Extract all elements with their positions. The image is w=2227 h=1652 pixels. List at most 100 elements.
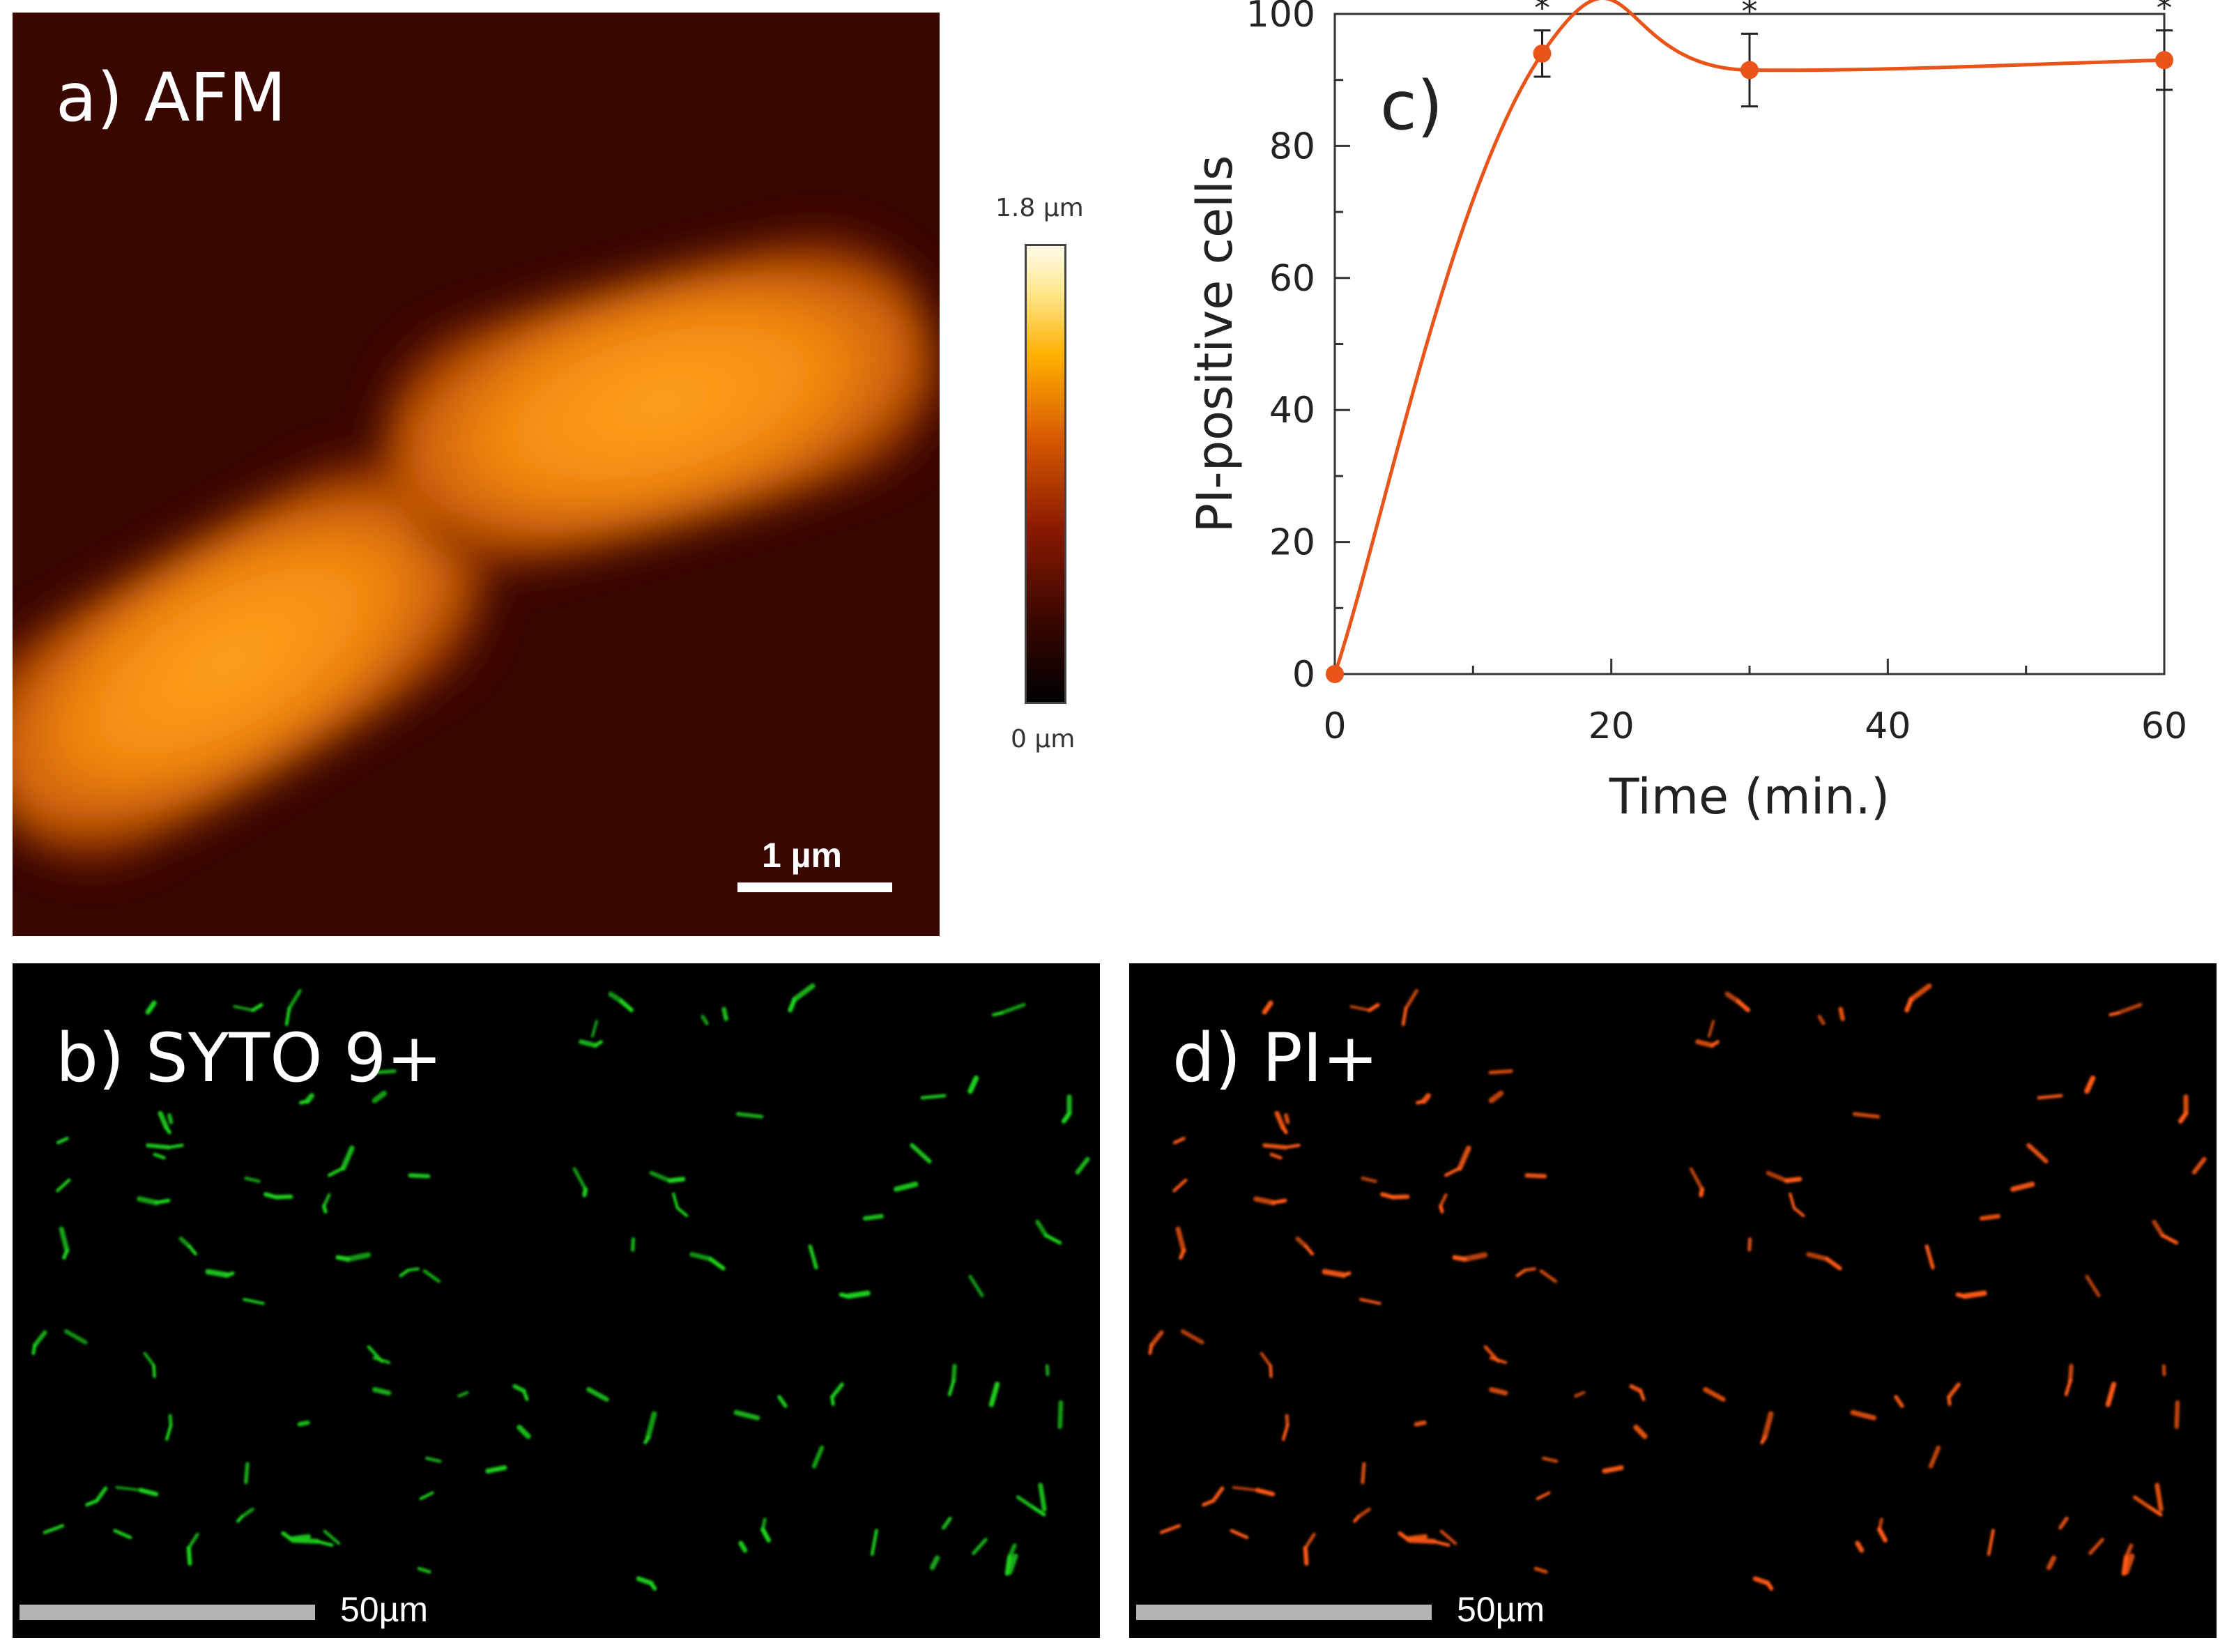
stained-cell (1633, 1424, 1648, 1439)
stained-cell (645, 1411, 657, 1441)
stained-cell (811, 1445, 825, 1469)
stained-cell (2068, 1363, 2074, 1383)
stained-cell (1303, 1244, 1315, 1256)
stained-cell (992, 1011, 1004, 1017)
stained-cell (167, 1143, 184, 1149)
stained-cell (1361, 1462, 1366, 1485)
height-colorbar (1025, 244, 1066, 704)
stained-cell (947, 1379, 956, 1396)
stained-cell (1904, 997, 1914, 1013)
stained-cell (2155, 1483, 2164, 1512)
stained-cell (2191, 1156, 2207, 1175)
stained-cell (284, 1007, 291, 1026)
stained-cell (1961, 1290, 1987, 1299)
stained-cell (1262, 1143, 1288, 1149)
y-tick-label: 0 (1292, 654, 1315, 696)
stained-cell (1342, 1271, 1352, 1277)
stained-cell (2174, 1400, 2180, 1430)
stained-cell (154, 1198, 171, 1205)
stained-cell (1353, 1515, 1361, 1523)
stained-cell (788, 997, 797, 1013)
stained-cell (1533, 1566, 1548, 1574)
stained-cell (424, 1456, 442, 1463)
stained-cell (485, 1465, 507, 1474)
stained-cell (1789, 1192, 1796, 1210)
stained-cell (689, 1252, 713, 1262)
stained-cell (297, 1420, 310, 1427)
stained-cell (205, 1269, 231, 1278)
stained-cell (315, 1539, 334, 1547)
stained-cell (152, 1363, 156, 1378)
data-point (1740, 61, 1759, 79)
stained-cell (579, 1039, 598, 1048)
stained-cell (1736, 999, 1751, 1013)
stained-cell (1404, 988, 1419, 1011)
x-tick-label: 20 (1589, 705, 1635, 747)
stained-cell (667, 1177, 686, 1184)
stained-cell (829, 1382, 844, 1400)
stained-cell (1439, 1529, 1457, 1545)
stained-cell (1172, 1178, 1188, 1193)
stained-cell (327, 1166, 345, 1177)
colorbar-min-label: 0 µm (1011, 725, 1076, 754)
stained-cell (43, 1524, 65, 1534)
stained-cell (1284, 1112, 1290, 1124)
stained-cell (2037, 1094, 2063, 1100)
stained-cell (59, 1226, 70, 1253)
stained-cell (516, 1424, 531, 1439)
panel-b-label: b) SYTO 9+ (56, 1019, 443, 1097)
stained-cell (2160, 1233, 2179, 1245)
stained-cell (225, 1271, 235, 1277)
stained-cell (1541, 1456, 1559, 1463)
stained-cell (1710, 1040, 1720, 1048)
y-tick-label: 100 (1246, 0, 1315, 36)
plot-frame (1333, 13, 2166, 675)
stained-cell (2064, 1379, 2072, 1396)
stained-cell (1928, 1445, 1941, 1469)
y-tick-label: 60 (1269, 258, 1315, 300)
stained-cell (62, 1248, 69, 1260)
stained-cell (406, 1267, 420, 1272)
stained-cell (1359, 1298, 1382, 1305)
stained-cell (178, 1236, 192, 1248)
stained-cell (263, 1192, 279, 1200)
stained-cell (1260, 1352, 1272, 1368)
stained-cell (1766, 1170, 1789, 1183)
stained-cell (167, 1112, 174, 1124)
stained-cell (422, 1269, 441, 1283)
stained-cell (1035, 1219, 1048, 1238)
stained-cell (845, 1290, 871, 1299)
data-point (1533, 44, 1552, 63)
stained-cell (240, 1507, 254, 1519)
afm-scale-label: 1 µm (762, 836, 842, 875)
stained-cell (808, 1244, 818, 1270)
stained-cell (1825, 1257, 1842, 1271)
stained-cell (2085, 1274, 2101, 1298)
stained-cell (2148, 1506, 2163, 1517)
stained-cell (1515, 1269, 1526, 1278)
stained-cell (2046, 1555, 2057, 1570)
stained-cell (164, 1423, 173, 1441)
stained-cell (1699, 1186, 1705, 1198)
afm-bacterium-right (384, 234, 938, 572)
stained-cell (1539, 1269, 1558, 1283)
stained-cell (1439, 1193, 1448, 1208)
stained-cell (988, 1382, 1000, 1407)
stained-cell (1061, 1110, 1072, 1124)
stained-cell (1230, 1529, 1249, 1540)
stained-cell (2116, 1002, 2143, 1015)
stained-cell (399, 1269, 410, 1278)
stained-cell (236, 1515, 244, 1523)
syto9-scale-bar (20, 1605, 315, 1620)
stained-cell (619, 999, 634, 1013)
stained-cell (187, 1244, 198, 1256)
stained-cell (1752, 1576, 1770, 1586)
pi-scale-label: 50µm (1457, 1590, 1545, 1629)
stained-cell (1488, 1069, 1513, 1075)
stained-cell (1947, 1395, 1952, 1406)
stained-cell (1148, 1343, 1154, 1355)
stained-cell (1444, 1166, 1462, 1177)
stained-cell (1979, 1214, 2000, 1221)
stained-cell (1281, 1423, 1289, 1441)
stained-cell (649, 1581, 657, 1591)
